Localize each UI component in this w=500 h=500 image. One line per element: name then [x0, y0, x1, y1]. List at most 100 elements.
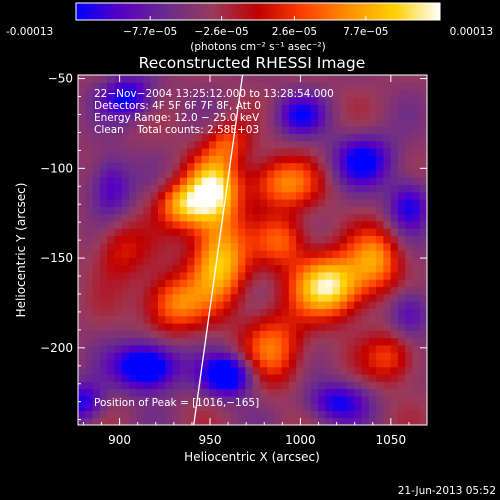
heatmap-cell	[325, 104, 334, 113]
heatmap-cell	[390, 250, 399, 258]
heatmap-cell	[354, 75, 363, 83]
heatmap-cell	[332, 177, 341, 185]
heatmap-cell	[85, 177, 94, 185]
heatmap-cell	[187, 381, 195, 390]
heatmap-cell	[136, 184, 145, 193]
heatmap-cell	[157, 257, 166, 266]
heatmap-cell	[347, 235, 355, 244]
heatmap-cell	[85, 220, 94, 229]
heatmap-cell	[245, 242, 254, 251]
heatmap-cell	[267, 104, 275, 113]
heatmap-cell	[361, 381, 370, 390]
heatmap-cell	[317, 279, 326, 288]
heatmap-cell	[78, 162, 86, 171]
heatmap-cell	[303, 82, 312, 91]
heatmap-cell	[325, 126, 334, 134]
heatmap-cell	[368, 104, 377, 113]
heatmap-cell	[339, 177, 348, 185]
heatmap-cell	[128, 315, 137, 324]
heatmap-cell	[107, 344, 115, 353]
heatmap-cell	[390, 184, 399, 193]
heatmap-cell	[92, 359, 101, 368]
heatmap-cell	[419, 104, 427, 113]
heatmap-cell	[332, 417, 341, 425]
heatmap-cell	[288, 410, 297, 419]
heatmap-cell	[288, 89, 297, 98]
heatmap-cell	[85, 308, 94, 317]
heatmap-cell	[288, 155, 297, 164]
heatmap-cell	[339, 315, 348, 324]
heatmap-cell	[157, 118, 166, 127]
heatmap-cell	[354, 271, 363, 280]
heatmap-cell	[252, 228, 261, 237]
heatmap-cell	[332, 337, 341, 346]
heatmap-cell	[114, 293, 123, 302]
heatmap-cell	[288, 359, 297, 368]
heatmap-cell	[376, 118, 384, 127]
heatmap-cell	[237, 155, 246, 164]
heatmap-cell	[347, 89, 355, 98]
heatmap-cell	[99, 184, 108, 193]
heatmap-cell	[332, 220, 341, 229]
heatmap-cell	[230, 359, 239, 368]
heatmap-cell	[128, 82, 137, 91]
heatmap-cell	[99, 330, 108, 339]
heatmap-cell	[128, 235, 137, 244]
heatmap-cell	[92, 381, 101, 390]
heatmap-cell	[376, 308, 384, 317]
heatmap-cell	[390, 403, 399, 412]
heatmap-cell	[267, 133, 275, 142]
heatmap-cell	[143, 140, 152, 149]
heatmap-cell	[405, 75, 414, 83]
heatmap-cell	[405, 242, 414, 251]
heatmap-cell	[245, 381, 254, 390]
heatmap-cell	[252, 96, 261, 105]
heatmap-cell	[419, 395, 427, 404]
heatmap-cell	[179, 279, 188, 288]
heatmap-cell	[85, 381, 94, 390]
heatmap-cell	[376, 264, 384, 273]
heatmap-cell	[208, 395, 217, 404]
heatmap-cell	[187, 315, 195, 324]
heatmap-cell	[317, 206, 326, 215]
heatmap-cell	[303, 140, 312, 149]
heatmap-cell	[201, 155, 210, 164]
heatmap-cell	[85, 366, 94, 375]
heatmap-cell	[194, 96, 203, 105]
heatmap-cell	[390, 198, 399, 207]
heatmap-cell	[310, 140, 319, 149]
heatmap-cell	[150, 235, 159, 244]
heatmap-cell	[288, 322, 297, 331]
heatmap-cell	[317, 96, 326, 105]
heatmap-cell	[361, 330, 370, 339]
heatmap-cell	[194, 118, 203, 127]
heatmap-cell	[317, 118, 326, 127]
heatmap-cell	[259, 147, 268, 156]
heatmap-cell	[267, 373, 275, 382]
heatmap-cell	[310, 388, 319, 397]
heatmap-cell	[201, 395, 210, 404]
heatmap-cell	[230, 162, 239, 171]
heatmap-cell	[419, 337, 427, 346]
heatmap-cell	[128, 198, 137, 207]
heatmap-cell	[405, 169, 414, 178]
heatmap-cell	[128, 126, 137, 134]
heatmap-cell	[252, 111, 261, 120]
heatmap-cell	[259, 381, 268, 390]
heatmap-cell	[332, 213, 341, 222]
heatmap-cell	[281, 118, 290, 127]
heatmap-cell	[230, 133, 239, 142]
heatmap-cell	[390, 89, 399, 98]
heatmap-cell	[405, 359, 414, 368]
heatmap-cell	[237, 169, 246, 178]
heatmap-cell	[325, 381, 334, 390]
heatmap-cell	[107, 250, 115, 258]
heatmap-cell	[405, 126, 414, 134]
heatmap-cell	[150, 162, 159, 171]
heatmap-cell	[296, 250, 304, 258]
heatmap-cell	[383, 315, 392, 324]
heatmap-cell	[252, 140, 261, 149]
heatmap-cell	[361, 250, 370, 258]
heatmap-cell	[281, 140, 290, 149]
heatmap-cell	[310, 75, 319, 83]
